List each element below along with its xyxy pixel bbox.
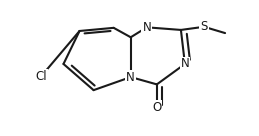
Text: Cl: Cl: [35, 69, 47, 83]
Text: N: N: [142, 21, 151, 34]
Text: N: N: [181, 58, 189, 70]
Text: S: S: [200, 20, 208, 33]
Text: O: O: [152, 101, 161, 114]
Text: N: N: [126, 71, 135, 84]
